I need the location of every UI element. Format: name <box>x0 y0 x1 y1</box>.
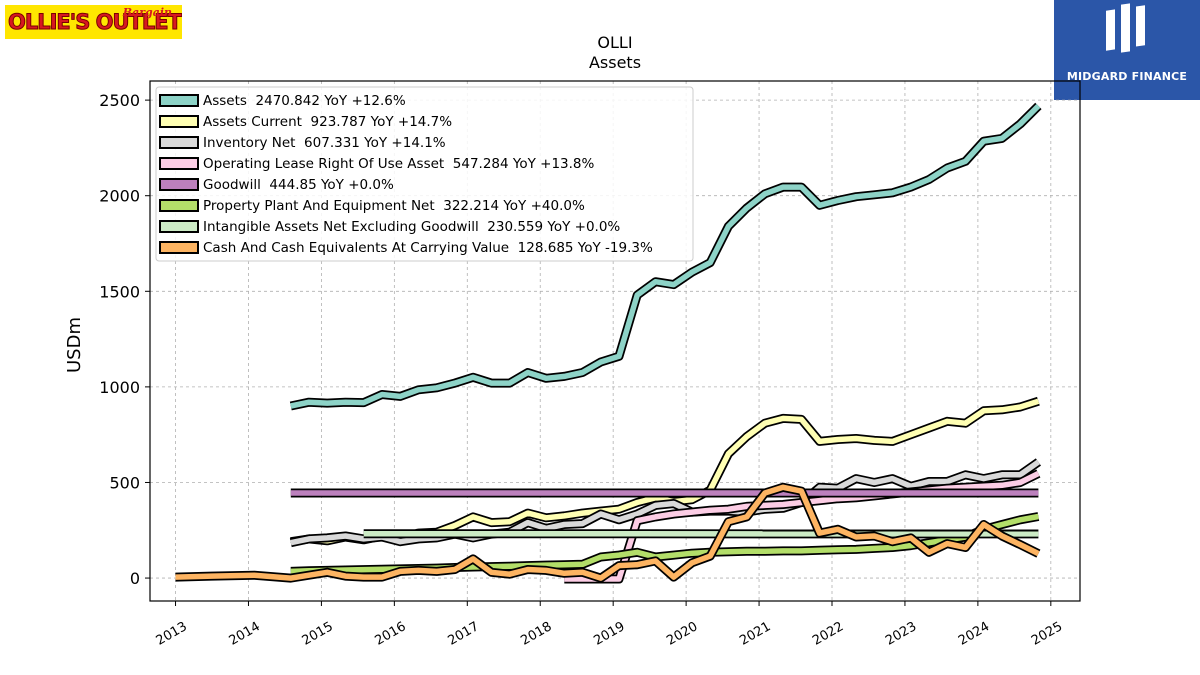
x-tick-label: 2025 <box>1029 619 1065 649</box>
chart-title: OLLI <box>597 33 632 52</box>
y-axis-label: USDm <box>64 317 85 373</box>
legend: Assets 2470.842 YoY +12.6% Assets Current… <box>155 86 694 262</box>
y-tick-label: 2000 <box>99 187 140 206</box>
series-stroke <box>175 484 1040 581</box>
legend-swatch <box>159 157 199 170</box>
series-line-1 <box>290 396 1040 547</box>
y-tick-label: 1500 <box>99 282 140 301</box>
y-tick-label: 1000 <box>99 378 140 397</box>
legend-entry: Intangible Assets Net Excluding Goodwill… <box>203 219 620 235</box>
legend-entry: Inventory Net 607.331 YoY +14.1% <box>203 135 446 151</box>
midgard-emblem-icon <box>1106 3 1145 53</box>
legend-swatch <box>159 94 199 107</box>
ollies-bargain-outlet-logo: OLLIE'S OUTLET Bargain <box>5 5 182 39</box>
legend-entry: Goodwill 444.85 YoY +0.0% <box>203 177 394 193</box>
legend-swatch <box>159 199 199 212</box>
series-stroke <box>290 103 1041 409</box>
legend-swatch <box>159 136 199 149</box>
plot-frame <box>149 80 1081 602</box>
x-tick-label: 2014 <box>227 619 263 649</box>
logo-right-brand-text: MIDGARD FINANCE <box>1066 70 1188 83</box>
y-tick-label: 2500 <box>99 91 140 110</box>
series-line-3 <box>564 469 1041 584</box>
legend-entry: Cash And Cash Equivalents At Carrying Va… <box>203 240 653 256</box>
legend-box <box>155 86 694 262</box>
x-tick-label: 2013 <box>154 619 190 649</box>
x-tick-label: 2024 <box>956 619 992 649</box>
legend-entry: Assets 2470.842 YoY +12.6% <box>203 93 406 109</box>
chart-subtitle: Assets <box>589 53 641 72</box>
legend-swatch <box>159 220 199 233</box>
series-stroke <box>290 459 1040 546</box>
logo-left-sub-text: Bargain <box>122 6 172 19</box>
x-tick-label: 2018 <box>518 619 554 649</box>
legend-entry: Property Plant And Equipment Net 322.214… <box>203 198 585 214</box>
x-tick-label: 2015 <box>300 619 336 649</box>
x-tick-label: 2019 <box>591 619 627 649</box>
series-stroke <box>564 471 1040 582</box>
legend-swatch <box>159 241 199 254</box>
series-line-2 <box>289 458 1041 548</box>
legend-entry: Operating Lease Right Of Use Asset 547.2… <box>203 156 595 172</box>
midgard-finance-logo: MIDGARD FINANCE <box>1054 0 1200 100</box>
x-tick-label: 2017 <box>445 619 481 649</box>
series-line-7 <box>175 482 1041 583</box>
legend-entry: Assets Current 923.787 YoY +14.7% <box>203 114 452 130</box>
series-line-0 <box>289 102 1042 411</box>
y-tick-label: 0 <box>130 569 140 588</box>
series-lines <box>175 102 1042 584</box>
x-tick-label: 2016 <box>373 619 409 649</box>
series-outline <box>290 396 1040 547</box>
logo-left-main-text: OLLIE'S OUTLET <box>8 10 182 35</box>
x-tick-label: 2023 <box>883 619 919 649</box>
legend-swatch <box>159 115 199 128</box>
x-tick-label: 2022 <box>810 619 846 649</box>
x-tick-label: 2021 <box>737 619 773 649</box>
legend-swatch <box>159 178 199 191</box>
x-tick-label: 2020 <box>664 619 700 649</box>
y-tick-label: 500 <box>109 473 140 492</box>
series-stroke <box>290 398 1040 545</box>
